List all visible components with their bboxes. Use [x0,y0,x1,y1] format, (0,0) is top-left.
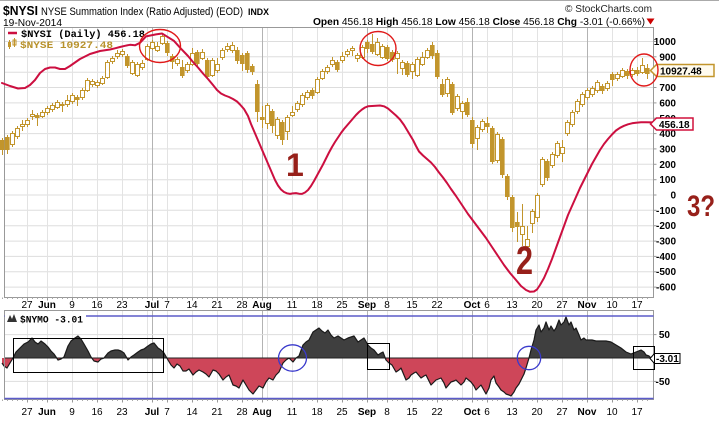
svg-text:21: 21 [211,407,223,418]
svg-text:Jul: Jul [145,407,160,418]
svg-text:8: 8 [384,300,390,311]
svg-text:14: 14 [186,300,198,311]
svg-text:9: 9 [69,407,75,418]
svg-text:456.18: 456.18 [659,120,690,131]
svg-text:23: 23 [116,407,128,418]
svg-text:-400: -400 [656,252,676,263]
svg-text:13: 13 [506,407,518,418]
svg-text:-300: -300 [656,237,676,248]
svg-text:200: 200 [659,160,676,171]
svg-text:700: 700 [659,83,676,94]
svg-text:-100: -100 [656,206,676,217]
svg-text:$NYSE 10927.48: $NYSE 10927.48 [20,40,113,52]
svg-text:-600: -600 [656,283,676,294]
svg-text:600: 600 [659,98,676,109]
svg-text:16: 16 [91,407,103,418]
svg-text:Oct: Oct [464,407,481,418]
svg-text:16: 16 [91,300,103,311]
svg-text:10: 10 [606,407,618,418]
svg-text:28: 28 [236,300,248,311]
svg-text:NYSE Summation Index (Ratio Ad: NYSE Summation Index (Ratio Adjusted) (E… [41,6,243,18]
svg-text:8: 8 [384,407,390,418]
svg-text:21: 21 [211,300,223,311]
svg-text:27: 27 [556,407,568,418]
svg-text:20: 20 [531,300,543,311]
svg-text:25: 25 [336,300,348,311]
svg-text:0: 0 [670,191,676,202]
svg-text:28: 28 [236,407,248,418]
svg-text:-500: -500 [656,267,676,278]
svg-text:18: 18 [311,300,323,311]
svg-text:17: 17 [631,300,643,311]
svg-text:22: 22 [431,300,443,311]
svg-text:-200: -200 [656,221,676,232]
svg-text:Aug: Aug [252,300,271,311]
svg-text:22: 22 [431,407,443,418]
svg-text:1: 1 [286,147,304,183]
svg-text:Jun: Jun [38,300,56,311]
svg-text:Oct: Oct [464,300,481,311]
svg-text:15: 15 [406,300,418,311]
svg-text:Jun: Jun [38,407,56,418]
svg-text:1000: 1000 [654,37,677,48]
svg-text:13: 13 [506,300,518,311]
svg-text:19-Nov-2014: 19-Nov-2014 [3,18,62,29]
svg-text:18: 18 [311,407,323,418]
svg-text:2: 2 [516,239,533,283]
svg-text:3?: 3? [687,190,715,223]
svg-text:INDX: INDX [248,7,269,17]
svg-text:$NYMO -3.01: $NYMO -3.01 [20,315,83,327]
svg-text:$NYSI: $NYSI [3,3,38,18]
svg-text:-3.01: -3.01 [656,354,679,365]
svg-text:23: 23 [116,300,128,311]
svg-text:27: 27 [21,300,33,311]
svg-text:300: 300 [659,144,676,155]
svg-text:11: 11 [287,407,298,418]
svg-text:100: 100 [659,175,676,186]
svg-text:50: 50 [659,330,671,341]
svg-text:27: 27 [556,300,568,311]
svg-text:Nov: Nov [578,300,597,311]
svg-text:14: 14 [186,407,198,418]
svg-text:-50: -50 [656,377,671,388]
svg-text:© StockCharts.com: © StockCharts.com [565,4,652,15]
svg-text:Sep: Sep [358,407,376,418]
svg-text:400: 400 [659,129,676,140]
svg-text:Aug: Aug [252,407,271,418]
svg-text:Nov: Nov [578,407,597,418]
svg-text:10927.48: 10927.48 [660,67,702,78]
svg-text:7: 7 [164,300,170,311]
svg-text:27: 27 [21,407,33,418]
svg-text:9: 9 [69,300,75,311]
svg-text:20: 20 [531,407,543,418]
svg-text:15: 15 [406,407,418,418]
svg-text:Open 456.18 High 456.18 Low 45: Open 456.18 High 456.18 Low 456.18 Close… [313,17,645,28]
svg-text:6: 6 [484,407,490,418]
svg-text:11: 11 [287,300,298,311]
svg-text:$NYSI (Daily) 456.18: $NYSI (Daily) 456.18 [21,29,145,41]
svg-text:10: 10 [606,300,618,311]
svg-text:Jul: Jul [145,300,160,311]
svg-text:Sep: Sep [358,300,376,311]
svg-text:900: 900 [659,52,676,63]
svg-text:7: 7 [164,407,170,418]
svg-text:6: 6 [484,300,490,311]
svg-text:25: 25 [336,407,348,418]
svg-text:17: 17 [631,407,643,418]
